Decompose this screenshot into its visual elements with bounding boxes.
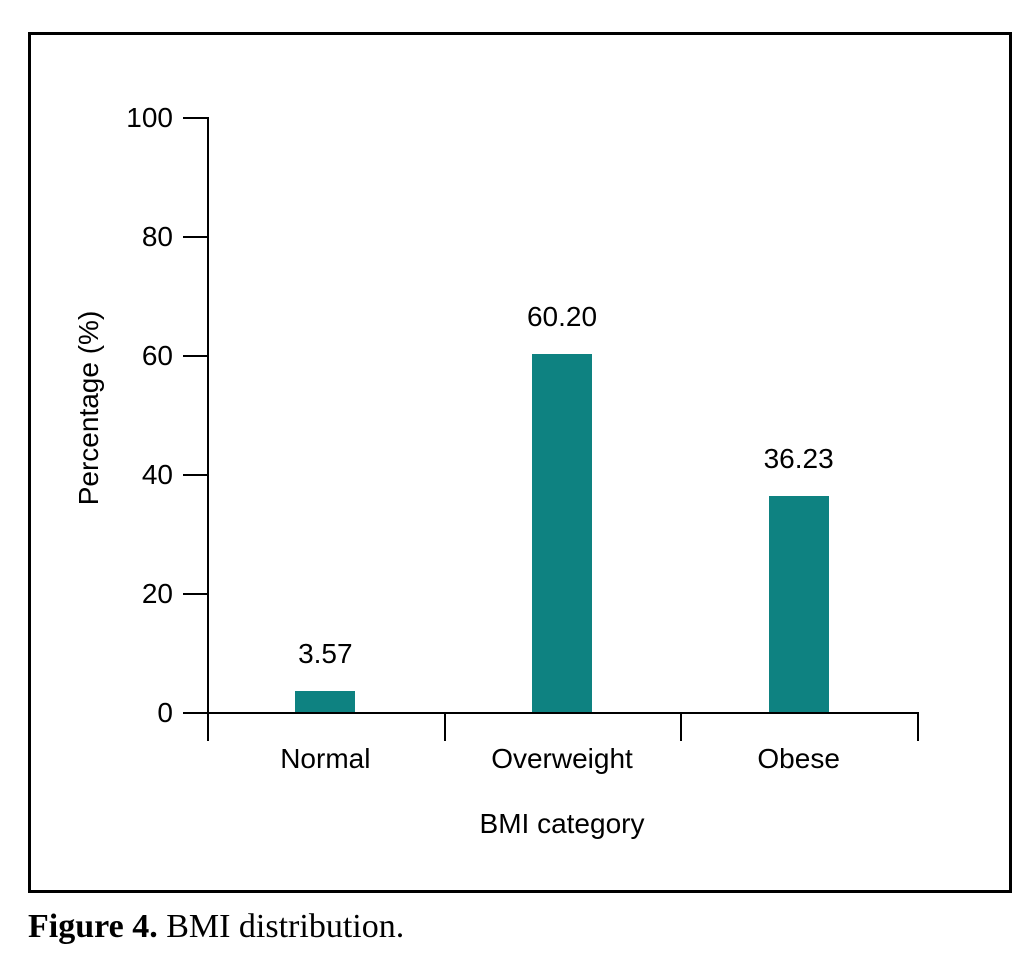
y-tick — [183, 593, 207, 595]
bar-normal — [295, 690, 356, 712]
x-category-label: Normal — [280, 743, 371, 774]
bar-obese — [768, 496, 829, 712]
y-tick-label: 0 — [157, 697, 173, 728]
y-axis-line — [207, 117, 209, 714]
x-axis-line — [207, 712, 919, 714]
bar-value-label: 60.20 — [526, 300, 598, 332]
x-tick — [443, 714, 446, 741]
figure-frame: Percentage (%) BMI category 0 20 40 60 80 100… — [28, 32, 1012, 893]
y-tick — [183, 355, 207, 357]
bar-value-label: 36.23 — [763, 443, 834, 475]
bar-value-label: 3.57 — [298, 637, 353, 669]
figure-caption-text: BMI distribution. — [157, 908, 405, 945]
x-category-label: Overweight — [491, 743, 633, 774]
y-tick-label: 100 — [126, 102, 173, 133]
x-category-label: Obese — [757, 743, 840, 774]
y-tick-label: 80 — [141, 221, 173, 252]
bar-overweight — [532, 353, 592, 712]
bar-chart: Percentage (%) BMI category 0 20 40 60 80 100… — [31, 35, 1009, 890]
figure-caption-label: Figure 4. — [28, 908, 158, 945]
x-tick — [680, 714, 683, 741]
x-tick — [917, 714, 919, 741]
x-tick — [207, 714, 209, 741]
x-axis-title: BMI category — [479, 808, 645, 839]
y-tick — [183, 236, 207, 238]
y-tick-label: 60 — [141, 340, 173, 371]
y-tick-label: 40 — [141, 459, 173, 490]
y-tick-label: 20 — [141, 578, 173, 609]
figure-caption: Figure 4. BMI distribution. — [28, 905, 404, 949]
y-tick — [183, 117, 207, 119]
y-tick — [183, 712, 207, 714]
y-tick — [183, 474, 207, 476]
